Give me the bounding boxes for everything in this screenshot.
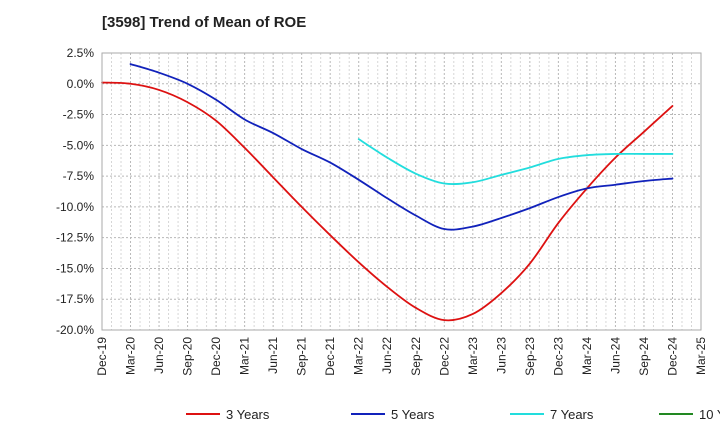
legend-label-5-years: 5 Years bbox=[391, 407, 435, 422]
y-tick-label: -7.5% bbox=[63, 169, 95, 183]
x-axis-ticks: Dec-19 Mar-20 Jun-20 Sep-20 Dec-20 Mar-21 Jun-… bbox=[95, 337, 708, 376]
x-tick-label: Mar-21 bbox=[238, 337, 252, 375]
legend: 3 Years 5 Years 7 Years 10 Years bbox=[186, 407, 720, 422]
plot-border bbox=[101, 52, 702, 331]
x-tick-label: Sep-22 bbox=[409, 337, 423, 376]
plot-area bbox=[102, 53, 701, 330]
series-layer bbox=[101, 63, 674, 322]
y-tick-label: -5.0% bbox=[63, 138, 95, 152]
x-tick-label: Jun-23 bbox=[494, 337, 508, 374]
y-axis-ticks: 2.5% 0.0% -2.5% -5.0% -7.5% -10.0% -12.5% -15.0… bbox=[56, 46, 94, 337]
x-tick-label: Mar-20 bbox=[124, 337, 138, 375]
x-tick-label: Mar-24 bbox=[580, 337, 594, 375]
legend-label-7-years: 7 Years bbox=[550, 407, 594, 422]
x-tick-label: Sep-23 bbox=[523, 337, 537, 376]
series-line-3-years bbox=[101, 81, 674, 322]
x-tick-label: Jun-24 bbox=[608, 337, 622, 374]
x-tick-label: Jun-21 bbox=[266, 337, 280, 374]
y-tick-label: -2.5% bbox=[63, 108, 95, 122]
y-tick-label: -20.0% bbox=[56, 323, 94, 337]
x-tick-label: Sep-24 bbox=[637, 337, 651, 376]
chart-title: [3598] Trend of Mean of ROE bbox=[102, 14, 307, 31]
y-tick-label: -17.5% bbox=[56, 292, 94, 306]
x-tick-label: Dec-24 bbox=[665, 337, 679, 376]
legend-label-10-years: 10 Years bbox=[699, 407, 720, 422]
x-tick-label: Mar-23 bbox=[466, 337, 480, 375]
series-line-5-years bbox=[129, 63, 674, 231]
x-tick-label: Dec-23 bbox=[551, 337, 565, 376]
x-tick-label: Jun-22 bbox=[380, 337, 394, 374]
x-tick-label: Sep-20 bbox=[181, 337, 195, 376]
x-tick-label: Mar-22 bbox=[352, 337, 366, 375]
x-tick-label: Dec-21 bbox=[323, 337, 337, 376]
x-tick-label: Dec-20 bbox=[209, 337, 223, 376]
x-tick-label: Sep-21 bbox=[295, 337, 309, 376]
y-tick-label: -12.5% bbox=[56, 231, 94, 245]
y-tick-label: -10.0% bbox=[56, 200, 94, 214]
legend-label-3-years: 3 Years bbox=[226, 407, 270, 422]
series-line-7-years bbox=[357, 138, 674, 186]
x-tick-label: Dec-22 bbox=[437, 337, 451, 376]
y-tick-label: -15.0% bbox=[56, 261, 94, 275]
x-tick-label: Jun-20 bbox=[152, 337, 166, 374]
y-tick-label: 2.5% bbox=[67, 46, 95, 60]
x-tick-label: Mar-25 bbox=[694, 337, 708, 375]
x-tick-label: Dec-19 bbox=[95, 337, 109, 376]
y-tick-label: 0.0% bbox=[67, 77, 95, 91]
